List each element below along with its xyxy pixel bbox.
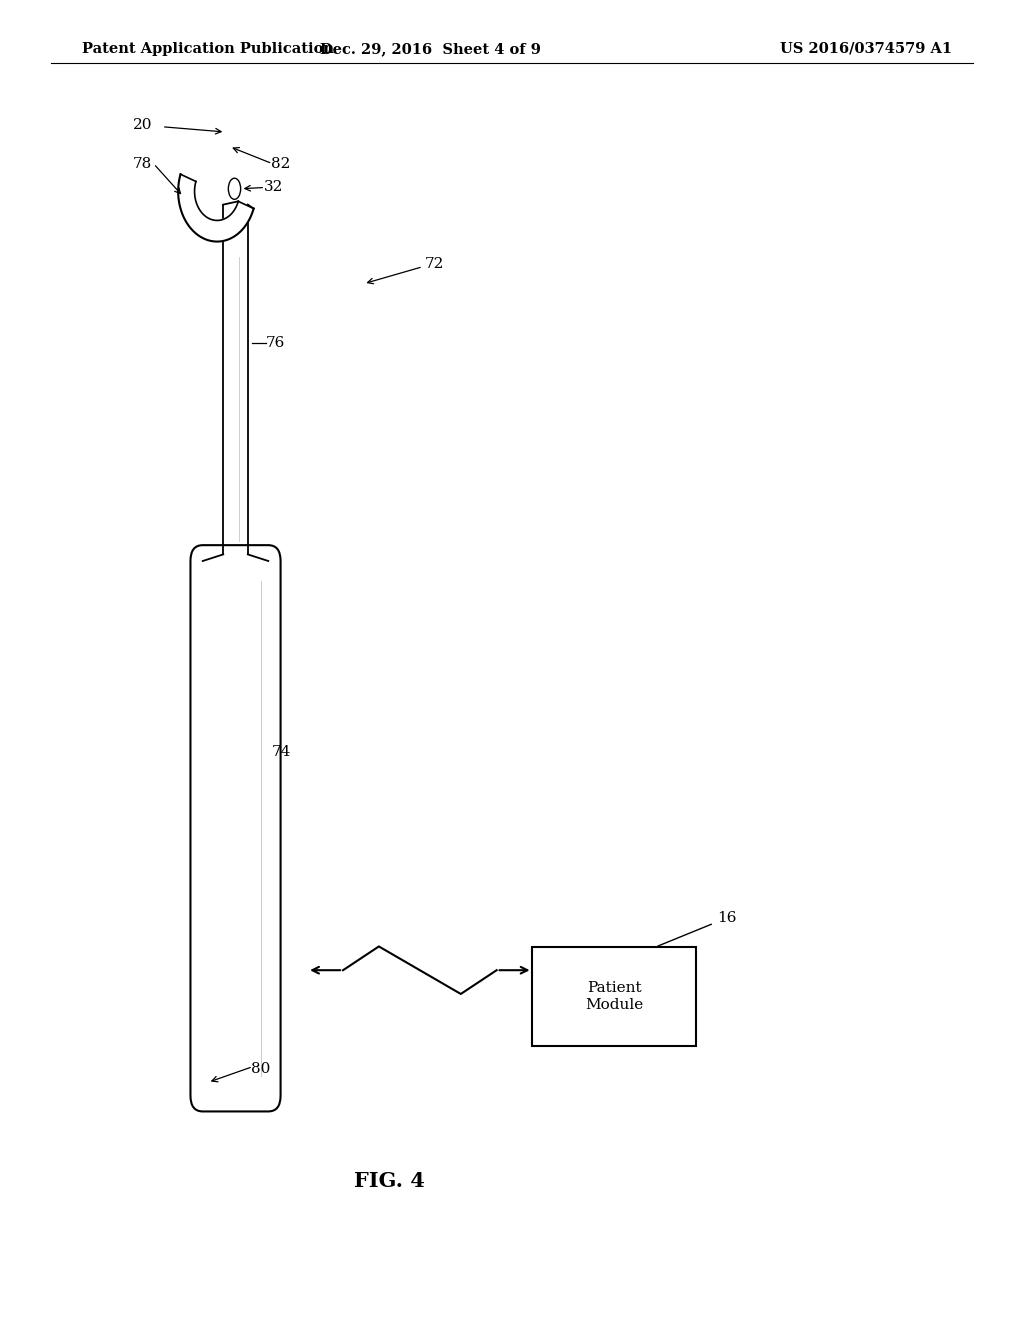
Text: 72: 72	[425, 257, 444, 271]
Text: 74: 74	[271, 746, 291, 759]
Text: 20: 20	[133, 119, 153, 132]
Ellipse shape	[228, 178, 241, 199]
Polygon shape	[223, 205, 248, 554]
Text: 16: 16	[658, 911, 736, 946]
FancyBboxPatch shape	[190, 545, 281, 1111]
Text: 78: 78	[132, 157, 152, 170]
Text: 82: 82	[271, 157, 291, 170]
Text: Patent Application Publication: Patent Application Publication	[82, 42, 334, 55]
Polygon shape	[178, 174, 254, 242]
Text: 80: 80	[251, 1063, 270, 1076]
Text: 32: 32	[264, 181, 284, 194]
Text: Patient
Module: Patient Module	[586, 982, 643, 1011]
Bar	[532, 948, 696, 1045]
Text: 76: 76	[266, 337, 286, 350]
Text: Dec. 29, 2016  Sheet 4 of 9: Dec. 29, 2016 Sheet 4 of 9	[319, 42, 541, 55]
Text: FIG. 4: FIG. 4	[353, 1171, 425, 1192]
Text: US 2016/0374579 A1: US 2016/0374579 A1	[780, 42, 952, 55]
